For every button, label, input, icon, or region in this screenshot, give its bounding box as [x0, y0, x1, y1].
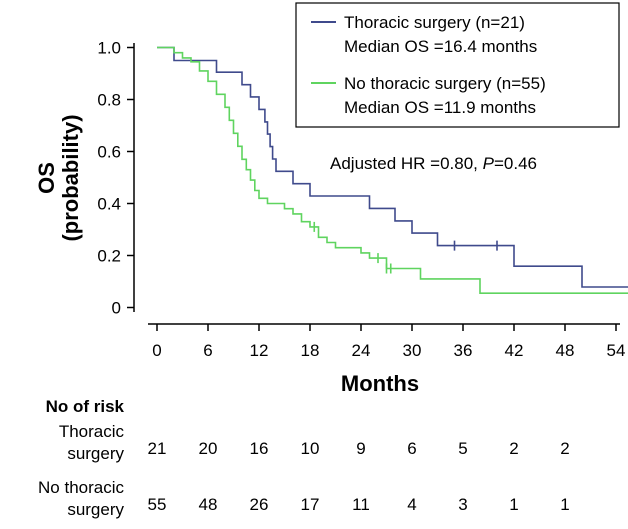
risk-value: 2 [560, 439, 569, 458]
legend-label-no-thoracic: No thoracic surgery (n=55) [344, 74, 546, 93]
x-tick-label: 30 [403, 341, 422, 360]
plot-area: 0 0.2 0.4 0.6 0.8 1.0 0 6 12 18 24 30 36 42 48 54 [97, 39, 628, 360]
x-ticks: 0 6 12 18 24 30 36 42 48 54 [152, 324, 625, 360]
legend-median-thoracic: Median OS =16.4 months [344, 37, 537, 56]
risk-value: 10 [301, 439, 320, 458]
legend: Thoracic surgery (n=21) Median OS =16.4 … [295, 2, 620, 128]
legend-box [295, 2, 620, 128]
x-tick-label: 42 [505, 341, 524, 360]
risk-table: No of risk Thoracic surgery 21 20 16 10 9 6 5 2 2 N… [38, 397, 570, 519]
risk-table-header: No of risk [46, 397, 125, 416]
risk-value: 20 [199, 439, 218, 458]
risk-value: 16 [250, 439, 269, 458]
x-tick-label: 0 [152, 341, 161, 360]
x-axis-title: Months [341, 371, 419, 396]
x-tick-label: 12 [250, 341, 269, 360]
p-symbol: P [483, 154, 495, 173]
x-tick-label: 36 [454, 341, 473, 360]
risk-value: 1 [560, 495, 569, 514]
risk-value: 26 [250, 495, 269, 514]
risk-value: 3 [458, 495, 467, 514]
risk-value: 5 [458, 439, 467, 458]
survival-curves [157, 46, 628, 294]
curve-no-thoracic-surgery [157, 46, 628, 294]
risk-value: 55 [148, 495, 167, 514]
risk-value: 2 [509, 439, 518, 458]
y-axis-title-line1: OS [34, 162, 59, 194]
risk-value: 11 [352, 495, 370, 514]
y-tick-label: 0.6 [97, 143, 121, 162]
y-axis-title-line2: (probability) [58, 114, 83, 241]
y-tick-label: 0.2 [97, 247, 121, 266]
risk-row-label: No thoracic [38, 478, 124, 497]
risk-value: 17 [301, 495, 320, 514]
y-tick-label: 0.8 [97, 91, 121, 110]
hr-prefix: Adjusted HR =0.80, [330, 154, 483, 173]
risk-value: 9 [356, 439, 365, 458]
risk-value: 1 [509, 495, 518, 514]
risk-row-label: Thoracic [59, 422, 125, 441]
risk-row-label: surgery [67, 500, 124, 519]
curve-thoracic-surgery [157, 46, 628, 288]
risk-value: 48 [199, 495, 218, 514]
x-tick-label: 54 [607, 341, 626, 360]
y-ticks: 0 0.2 0.4 0.6 0.8 1.0 [97, 39, 134, 318]
x-tick-label: 6 [203, 341, 212, 360]
risk-value: 4 [407, 495, 416, 514]
x-tick-label: 18 [301, 341, 320, 360]
legend-label-thoracic: Thoracic surgery (n=21) [344, 13, 525, 32]
x-tick-label: 48 [556, 341, 575, 360]
y-tick-label: 1.0 [97, 39, 121, 58]
y-tick-label: 0.4 [97, 195, 121, 214]
y-tick-label: 0 [112, 299, 121, 318]
risk-value: 6 [407, 439, 416, 458]
legend-median-no-thoracic: Median OS =11.9 months [344, 98, 536, 117]
x-tick-label: 24 [352, 341, 371, 360]
hazard-ratio-annotation: Adjusted HR =0.80, P=0.46 [330, 154, 537, 173]
risk-row-label: surgery [67, 444, 124, 463]
p-value: =0.46 [494, 154, 537, 173]
risk-value: 21 [148, 439, 167, 458]
